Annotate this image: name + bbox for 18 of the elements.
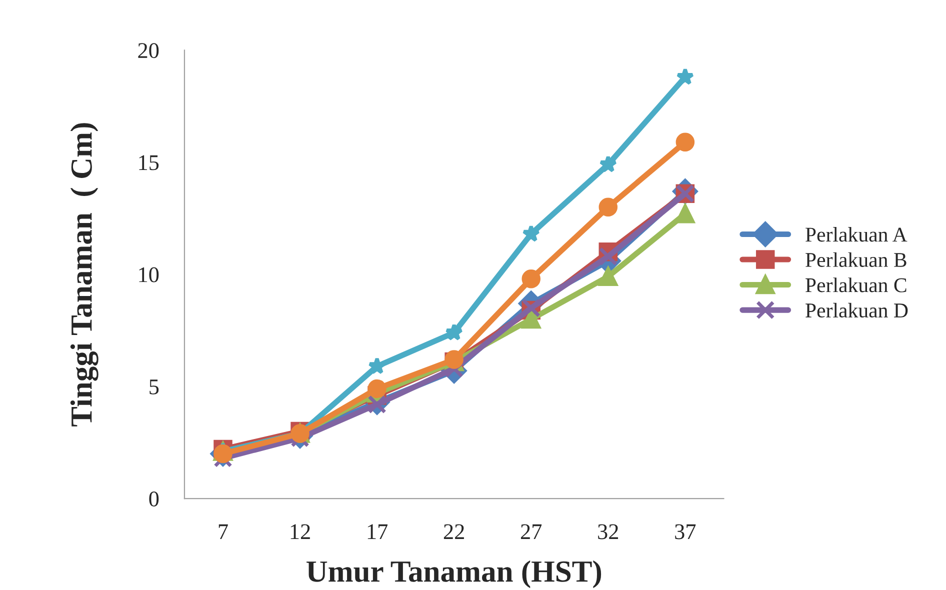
legend-label: Perlakuan C [806,278,906,292]
x-tick-label: 32 [598,524,618,540]
legend-label: Perlakuan A [806,227,908,242]
x-tick-label: 27 [520,524,542,539]
y-tick-label: 20 [138,43,159,58]
x-tick-label: 37 [675,524,696,540]
y-tick-label: 15 [139,155,159,170]
y-tick-label: 5 [150,380,159,394]
x-axis-title: Umur Tanaman (HST) [306,560,602,588]
y-tick-label: 0 [149,491,159,506]
x-tick-label: 22 [444,524,464,539]
x-tick-label: 7 [218,524,228,539]
x-tick-label: 17 [368,524,388,539]
legend-label: Perlakuan D [806,302,908,318]
y-axis-title: Tinggi Tanaman ( Cm) [70,123,98,426]
x-tick-label: 12 [290,524,310,539]
y-tick-label: 10 [139,267,159,282]
legend-label: Perlakuan B [806,252,906,267]
